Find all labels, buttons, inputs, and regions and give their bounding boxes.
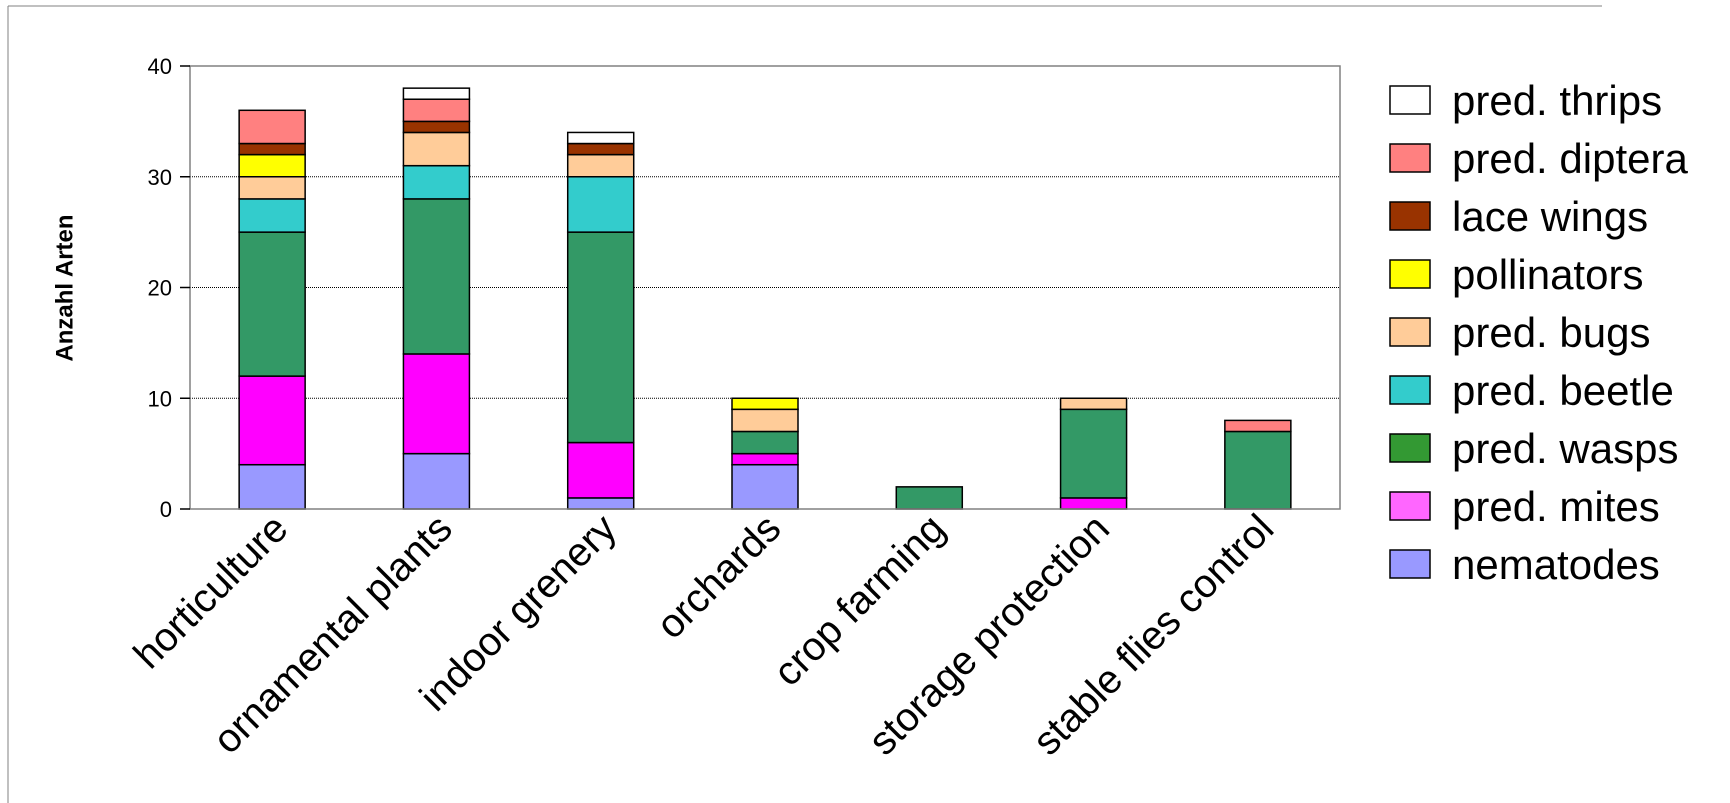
bar-segment (731, 408, 799, 433)
y-tick-label: 30 (148, 165, 172, 190)
bar-segment (1059, 408, 1128, 499)
bar-segment (402, 120, 471, 134)
y-tick-label: 10 (148, 386, 172, 411)
legend-label: lace wings (1452, 193, 1648, 240)
bar-segment (402, 164, 471, 200)
legend-swatch (1389, 317, 1431, 347)
bar-segment (566, 441, 635, 499)
bar-segment (566, 131, 635, 145)
bar-segment (566, 231, 635, 444)
x-category-label: horticulture (125, 506, 296, 677)
legend-swatch (1389, 201, 1431, 231)
bar-segment (1224, 419, 1292, 433)
legend-swatch (1389, 259, 1431, 289)
legend-swatch (1389, 491, 1431, 521)
legend-swatch (1389, 143, 1431, 173)
legend-label: nematodes (1452, 541, 1660, 588)
bar-segment (238, 176, 306, 200)
bar-segment (238, 153, 306, 178)
bar-segment (731, 430, 799, 455)
y-tick-label: 40 (148, 54, 172, 79)
bar-segment (895, 486, 964, 510)
bar-segment (1059, 497, 1128, 510)
bar-segment (402, 131, 471, 167)
bar-segment (731, 463, 799, 510)
legend-swatch (1389, 433, 1431, 463)
legend-label: pollinators (1452, 251, 1643, 298)
x-category-label: orchards (648, 506, 789, 647)
bar-segment (402, 98, 471, 123)
legend-label: pred. wasps (1452, 425, 1678, 472)
y-tick-label: 20 (148, 276, 172, 301)
legend: pred. thrips pred. diptera lace wings polli… (1389, 77, 1688, 588)
bar-segment (402, 452, 471, 510)
bar-segment (238, 231, 306, 377)
bar-segment (238, 375, 306, 466)
bar-segment (731, 397, 799, 411)
bar-segment (238, 109, 306, 145)
legend-label: pred. thrips (1452, 77, 1662, 124)
legend-label: pred. diptera (1452, 135, 1688, 182)
y-tick-label: 0 (160, 497, 172, 522)
bar-segment (566, 142, 635, 156)
legend-swatch (1389, 85, 1431, 115)
bar-segment (566, 176, 635, 233)
bar-segment (731, 452, 799, 466)
bar-segment (1224, 430, 1292, 510)
bar-segment (566, 497, 635, 510)
legend-swatch (1389, 549, 1431, 579)
y-axis-title: Anzahl Arten (51, 214, 78, 361)
y-axis: 0 10 20 30 40 (148, 54, 190, 522)
bars (238, 87, 1292, 510)
bar-segment (238, 142, 306, 156)
legend-label: pred. beetle (1452, 367, 1674, 414)
legend-label: pred. bugs (1452, 309, 1650, 356)
bar-segment (402, 353, 471, 455)
bar-segment (238, 198, 306, 233)
bar-segment (238, 463, 306, 510)
legend-swatch (1389, 375, 1431, 405)
bar-segment (402, 198, 471, 355)
bar-segment (402, 87, 471, 100)
legend-label: pred. mites (1452, 483, 1660, 530)
bar-segment (1059, 397, 1128, 411)
bar-segment (566, 153, 635, 178)
